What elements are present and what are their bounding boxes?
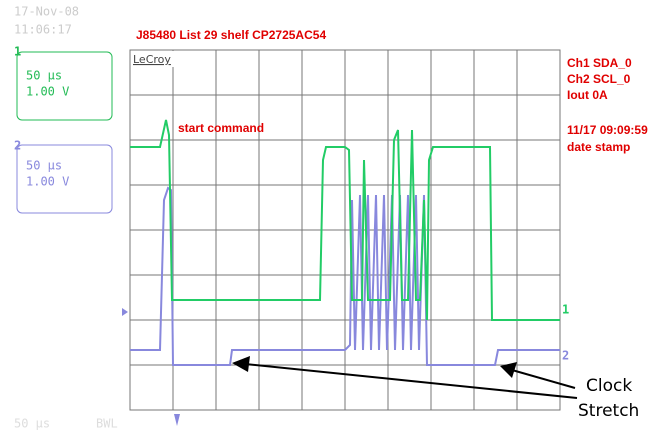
trace1-label: 1	[562, 303, 569, 317]
footer-timebase: 50 µs	[14, 417, 50, 431]
arrow-1	[244, 363, 578, 399]
stamp-2: date stamp	[567, 140, 630, 154]
stamp-1: 11/17 09:09:59	[567, 123, 648, 137]
ch2-trace	[130, 186, 560, 366]
info-3: Iout 0A	[567, 88, 608, 102]
footer-bwl: BWL	[96, 417, 118, 431]
ch2-number: 2	[14, 139, 21, 153]
title: J85480 List 29 shelf CP2725AC54	[136, 28, 326, 42]
callout-2: Stretch	[578, 401, 639, 421]
ch1-box	[16, 51, 113, 121]
arrowhead-1	[232, 356, 250, 372]
time: 11:06:17	[14, 23, 72, 37]
info-1: Ch1 SDA_0	[567, 56, 632, 70]
start-command: start command	[178, 121, 264, 135]
ch1-scale: 1.00 V	[26, 85, 69, 99]
ch1-trace	[130, 119, 560, 321]
info-2: Ch2 SCL_0	[567, 72, 631, 86]
callout-1: Clock	[586, 376, 632, 396]
arrow-2	[511, 369, 576, 389]
trace2-label: 2	[562, 349, 569, 363]
ch1-timebase: 50 µs	[26, 69, 62, 83]
brand: LeCroy	[133, 53, 171, 66]
arrowhead-2	[500, 362, 517, 378]
ch2-timebase: 50 µs	[26, 159, 62, 173]
graticule	[129, 49, 561, 411]
ch2-box	[16, 144, 113, 214]
ch1-number: 1	[14, 45, 21, 59]
trigger-marker	[122, 308, 128, 316]
trigger-time-marker	[174, 414, 180, 426]
ch2-scale: 1.00 V	[26, 175, 69, 189]
date: 17-Nov-08	[14, 5, 79, 19]
brand-bg	[131, 51, 175, 67]
